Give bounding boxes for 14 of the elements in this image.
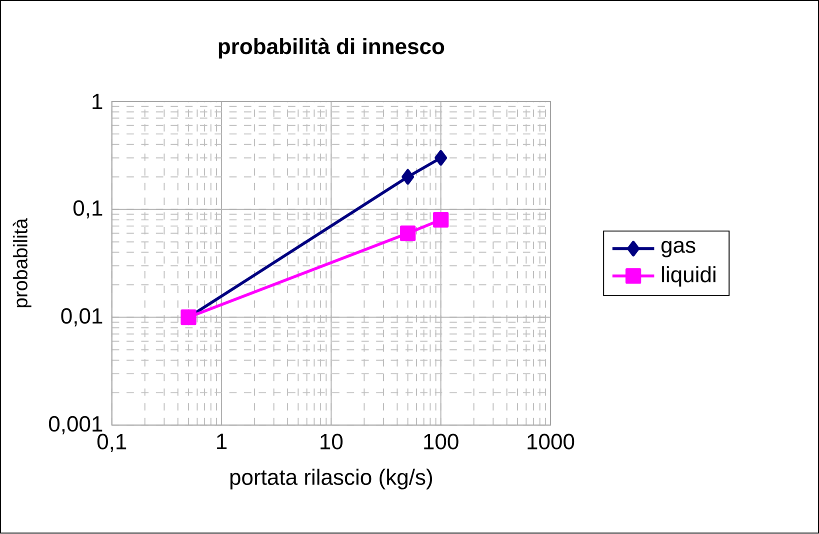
x-tick-label: 0,1 xyxy=(97,434,126,452)
x-tick-label: 1000 xyxy=(528,434,574,450)
x-tick-label: 1 xyxy=(217,434,227,450)
x-tick-label: 100 xyxy=(424,434,458,450)
y-axis-title: probabilità xyxy=(12,218,32,308)
y-tick-label: 0,1 xyxy=(73,200,102,219)
x-tick-label: 10 xyxy=(320,434,343,450)
x-axis-title: portata rilascio (kg/s) xyxy=(230,469,432,490)
y-tick-label: 0,001 xyxy=(48,416,102,434)
legend-label: gas xyxy=(661,241,696,258)
y-tick-label: 1 xyxy=(92,94,102,110)
chart-title: probabilità di innesco xyxy=(218,38,444,59)
y-tick-label: 0,01 xyxy=(61,308,102,327)
legend-label: liquidi xyxy=(662,266,716,287)
